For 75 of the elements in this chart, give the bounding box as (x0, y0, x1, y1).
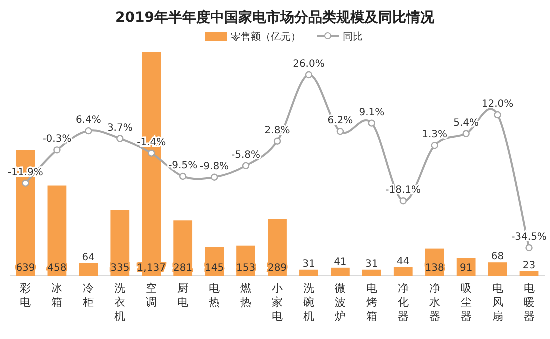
x-tick-label: 洗衣机 (114, 282, 126, 323)
point (242, 162, 250, 170)
data-label: 2.8% (264, 125, 290, 136)
data-label: -18.1% (386, 185, 422, 196)
x-tick-label: 彩电 (20, 282, 32, 309)
data-label: 6.4% (76, 115, 102, 126)
point (210, 174, 218, 181)
point (148, 150, 156, 157)
point (368, 120, 376, 127)
x-tick-label: 燃热 (240, 282, 252, 309)
legend-label: 零售额（亿元） (231, 31, 301, 43)
point (85, 127, 92, 135)
point (179, 172, 187, 180)
data-label: 12.0% (482, 99, 514, 110)
bar (488, 262, 508, 276)
data-label: 6.2% (328, 116, 354, 127)
x-tick-label: 冷柜 (82, 282, 94, 309)
bar (394, 267, 413, 276)
data-label: 26.0% (293, 59, 325, 70)
data-label: 23 (522, 260, 536, 272)
bar (79, 263, 98, 276)
x-tick-label: 电风扇 (492, 282, 504, 323)
data-label: 281 (174, 263, 193, 274)
chart-title: 2019年半年度中国家电市场分品类规模及同比情况 (116, 9, 436, 26)
data-label: 639 (16, 263, 36, 274)
data-label: 44 (397, 256, 410, 268)
x-tick-label: 电烤箱 (366, 282, 378, 323)
x-tick-label: 电暖器 (524, 282, 535, 323)
data-label: 9.1% (359, 107, 385, 118)
data-label: 138 (425, 263, 444, 274)
point (22, 180, 30, 187)
point (431, 142, 438, 150)
data-label: -0.3% (42, 134, 72, 146)
data-label: 5.4% (454, 118, 480, 129)
point (305, 71, 313, 79)
bar (331, 268, 350, 276)
x-tick-label: 吸尘器 (460, 282, 472, 323)
data-label: 41 (334, 256, 347, 268)
bar (300, 270, 318, 276)
x-tick-label: 微波炉 (334, 282, 346, 323)
data-label: 153 (236, 263, 256, 274)
data-label: -5.8% (232, 150, 261, 161)
data-label: 335 (110, 263, 130, 274)
data-label: -9.8% (200, 161, 230, 172)
x-tick-label: 净化器 (398, 282, 409, 323)
data-label: 31 (302, 258, 316, 270)
point (336, 128, 344, 136)
point (400, 198, 407, 205)
point (54, 146, 61, 154)
data-label: 289 (268, 263, 288, 274)
x-tick-label: 厨电 (178, 282, 189, 309)
point (526, 244, 533, 252)
legend-label: 同比 (343, 31, 363, 43)
data-label: 68 (491, 252, 504, 263)
bar (520, 271, 539, 276)
data-label: -34.5% (512, 232, 547, 243)
point (462, 130, 470, 138)
point (116, 135, 124, 142)
data-label: 64 (82, 252, 96, 264)
x-tick-label: 净水器 (429, 282, 440, 323)
point (274, 138, 282, 145)
data-label: 91 (460, 263, 473, 274)
bar (362, 270, 382, 276)
x-tick-label: 小家电 (272, 282, 283, 323)
data-label: 3.7% (107, 122, 133, 134)
data-label: 458 (48, 263, 67, 274)
x-tick-label: 空调 (146, 282, 158, 309)
data-label: -9.5% (168, 160, 198, 172)
point (494, 111, 502, 119)
data-label: 1.3% (422, 130, 448, 141)
x-tick-label: 洗碗机 (303, 282, 314, 323)
data-label: 145 (205, 263, 224, 274)
x-tick-label: 电热 (209, 282, 220, 309)
x-tick-label: 冰箱 (52, 282, 63, 309)
data-label: 31 (366, 258, 378, 270)
